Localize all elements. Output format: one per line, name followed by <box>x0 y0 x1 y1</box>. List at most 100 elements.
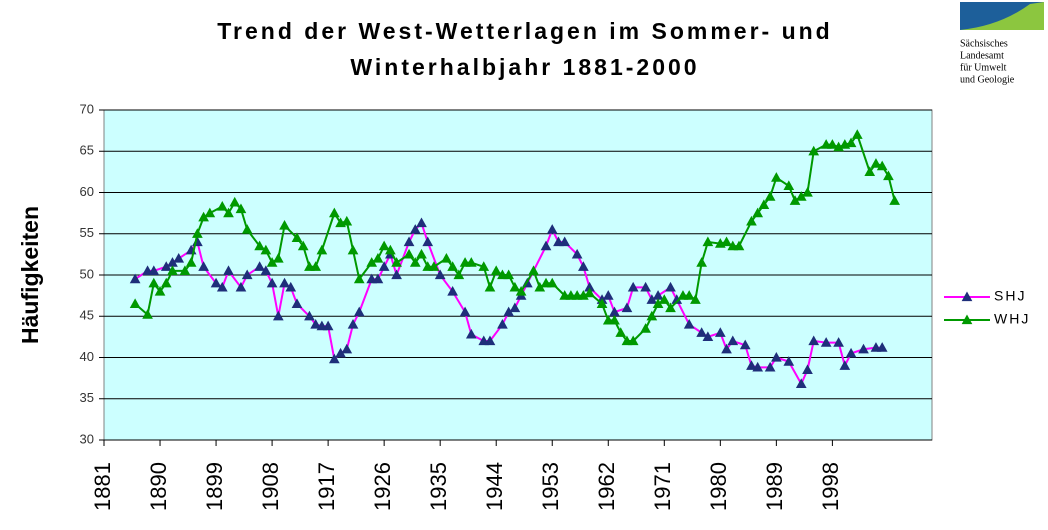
point-marker <box>328 353 340 364</box>
point-marker <box>528 265 539 275</box>
point-marker <box>851 129 863 139</box>
point-marker <box>223 265 234 275</box>
point-marker <box>820 139 832 149</box>
point-marker <box>260 265 272 275</box>
point-marker <box>752 361 764 372</box>
point-marker <box>347 318 359 329</box>
point-marker <box>571 290 583 300</box>
point-marker <box>241 224 253 234</box>
point-marker <box>515 285 527 296</box>
point-marker <box>129 273 141 284</box>
point-marker <box>465 257 477 267</box>
x-tick-label: 1908 <box>258 462 283 511</box>
point-marker <box>764 361 776 372</box>
point-marker <box>241 269 253 280</box>
point-marker <box>304 310 315 321</box>
point-marker <box>148 265 160 275</box>
point-marker <box>658 294 670 304</box>
y-tick-label: 35 <box>80 390 94 405</box>
point-marker <box>391 257 402 267</box>
y-tick-label: 40 <box>80 349 94 364</box>
point-marker <box>154 285 166 296</box>
x-tick-label: 1881 <box>90 462 115 511</box>
point-marker <box>690 294 701 304</box>
point-marker <box>272 252 284 263</box>
point-marker <box>640 281 651 292</box>
point-marker <box>702 331 714 341</box>
x-tick-label: 1989 <box>762 462 787 511</box>
logo-text: für Umwelt <box>960 62 1007 73</box>
point-marker <box>783 180 795 190</box>
point-marker <box>341 215 353 226</box>
point-marker <box>254 240 265 251</box>
point-marker <box>640 323 651 333</box>
x-tick-label: 1899 <box>202 462 227 511</box>
point-marker <box>272 310 284 321</box>
point-marker <box>497 318 508 329</box>
legend-marker <box>961 314 973 325</box>
point-marker <box>497 269 508 280</box>
point-marker <box>409 257 421 267</box>
point-marker <box>808 335 820 346</box>
point-marker <box>876 342 888 352</box>
point-marker <box>621 302 633 313</box>
point-marker <box>795 378 807 388</box>
point-marker <box>385 244 396 255</box>
point-marker <box>403 248 415 259</box>
point-marker <box>870 342 882 352</box>
point-marker <box>297 240 309 251</box>
x-tick-label: 1935 <box>426 462 451 511</box>
point-marker <box>142 309 153 319</box>
logo-text: Sächsisches <box>960 38 1008 49</box>
point-marker <box>173 252 185 263</box>
point-marker <box>192 228 203 238</box>
point-marker <box>727 335 739 346</box>
point-marker <box>683 318 695 329</box>
point-marker <box>465 328 477 339</box>
point-marker <box>733 240 745 251</box>
point-marker <box>858 343 869 354</box>
series <box>129 217 888 388</box>
x-tick-label: 1953 <box>538 462 563 511</box>
point-marker <box>322 320 334 331</box>
point-marker <box>484 281 496 292</box>
point-marker <box>827 139 838 149</box>
point-marker <box>310 261 322 271</box>
x-tick-label: 1926 <box>370 462 395 511</box>
point-marker <box>627 335 639 346</box>
point-marker <box>459 306 471 317</box>
x-tick-label: 1944 <box>482 462 507 511</box>
point-marker <box>509 281 521 292</box>
point-marker <box>503 269 515 280</box>
y-tick-label: 50 <box>80 266 94 281</box>
point-marker <box>266 277 278 288</box>
point-marker <box>447 261 458 271</box>
legend-label: SHJ <box>994 288 1026 304</box>
logo: Sächsisches Landesamt für Umwelt und Geo… <box>960 2 1044 85</box>
point-marker <box>596 298 608 308</box>
point-marker <box>584 287 595 298</box>
point-marker <box>198 261 209 271</box>
point-marker <box>889 195 900 205</box>
x-tick-label: 1971 <box>650 462 675 511</box>
point-marker <box>453 269 465 280</box>
logo-mark <box>960 2 1044 30</box>
point-marker <box>696 257 708 267</box>
point-marker <box>310 318 322 329</box>
x-tick-label: 1917 <box>314 462 339 511</box>
point-marker <box>353 306 365 317</box>
point-marker <box>229 196 241 207</box>
point-marker <box>721 343 732 354</box>
point-marker <box>783 356 795 366</box>
y-tick-label: 60 <box>80 184 94 199</box>
point-marker <box>372 252 384 263</box>
point-marker <box>702 236 714 247</box>
point-marker <box>677 290 689 300</box>
chart-title: Trend der West-Wetterlagen im Sommer- un… <box>217 18 832 44</box>
point-marker <box>578 261 589 271</box>
point-marker <box>484 335 496 346</box>
point-marker <box>403 236 415 247</box>
point-marker <box>341 343 353 354</box>
point-marker <box>721 236 732 247</box>
legend-label: WHJ <box>994 311 1030 327</box>
